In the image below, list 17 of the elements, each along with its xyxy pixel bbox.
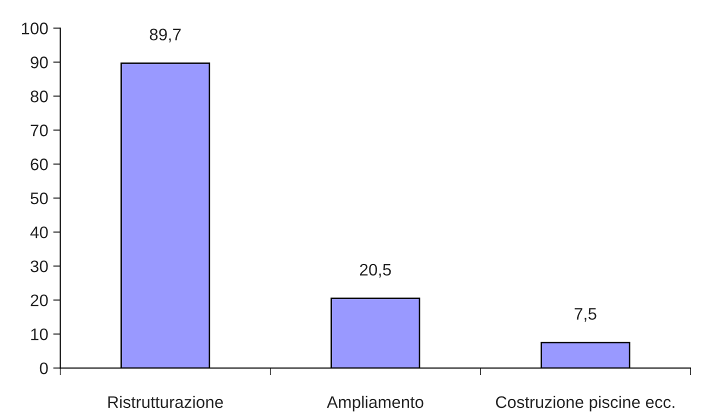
y-tick-label: 80: [30, 90, 48, 102]
data-label: 20,5: [360, 264, 391, 278]
x-tick-label: Ristrutturazione: [108, 396, 223, 408]
y-tick-label: 30: [30, 260, 48, 272]
y-tick-label: 40: [30, 226, 48, 238]
y-tick-label: 70: [30, 124, 48, 136]
data-label: 7,5: [574, 308, 596, 322]
y-tick-label: 20: [30, 294, 48, 306]
y-tick-label: 60: [30, 158, 48, 170]
y-tick-label: 10: [31, 328, 48, 340]
y-tick-label: 90: [30, 56, 48, 68]
y-tick-label: 100: [22, 22, 48, 34]
x-tick-label: Ampliamento: [326, 396, 424, 412]
y-tick-label: 0: [40, 362, 48, 374]
data-label: 89,7: [150, 28, 181, 42]
y-tick-label: 50: [30, 192, 48, 204]
x-tick-label: Costruzione piscine ecc.: [496, 396, 674, 412]
